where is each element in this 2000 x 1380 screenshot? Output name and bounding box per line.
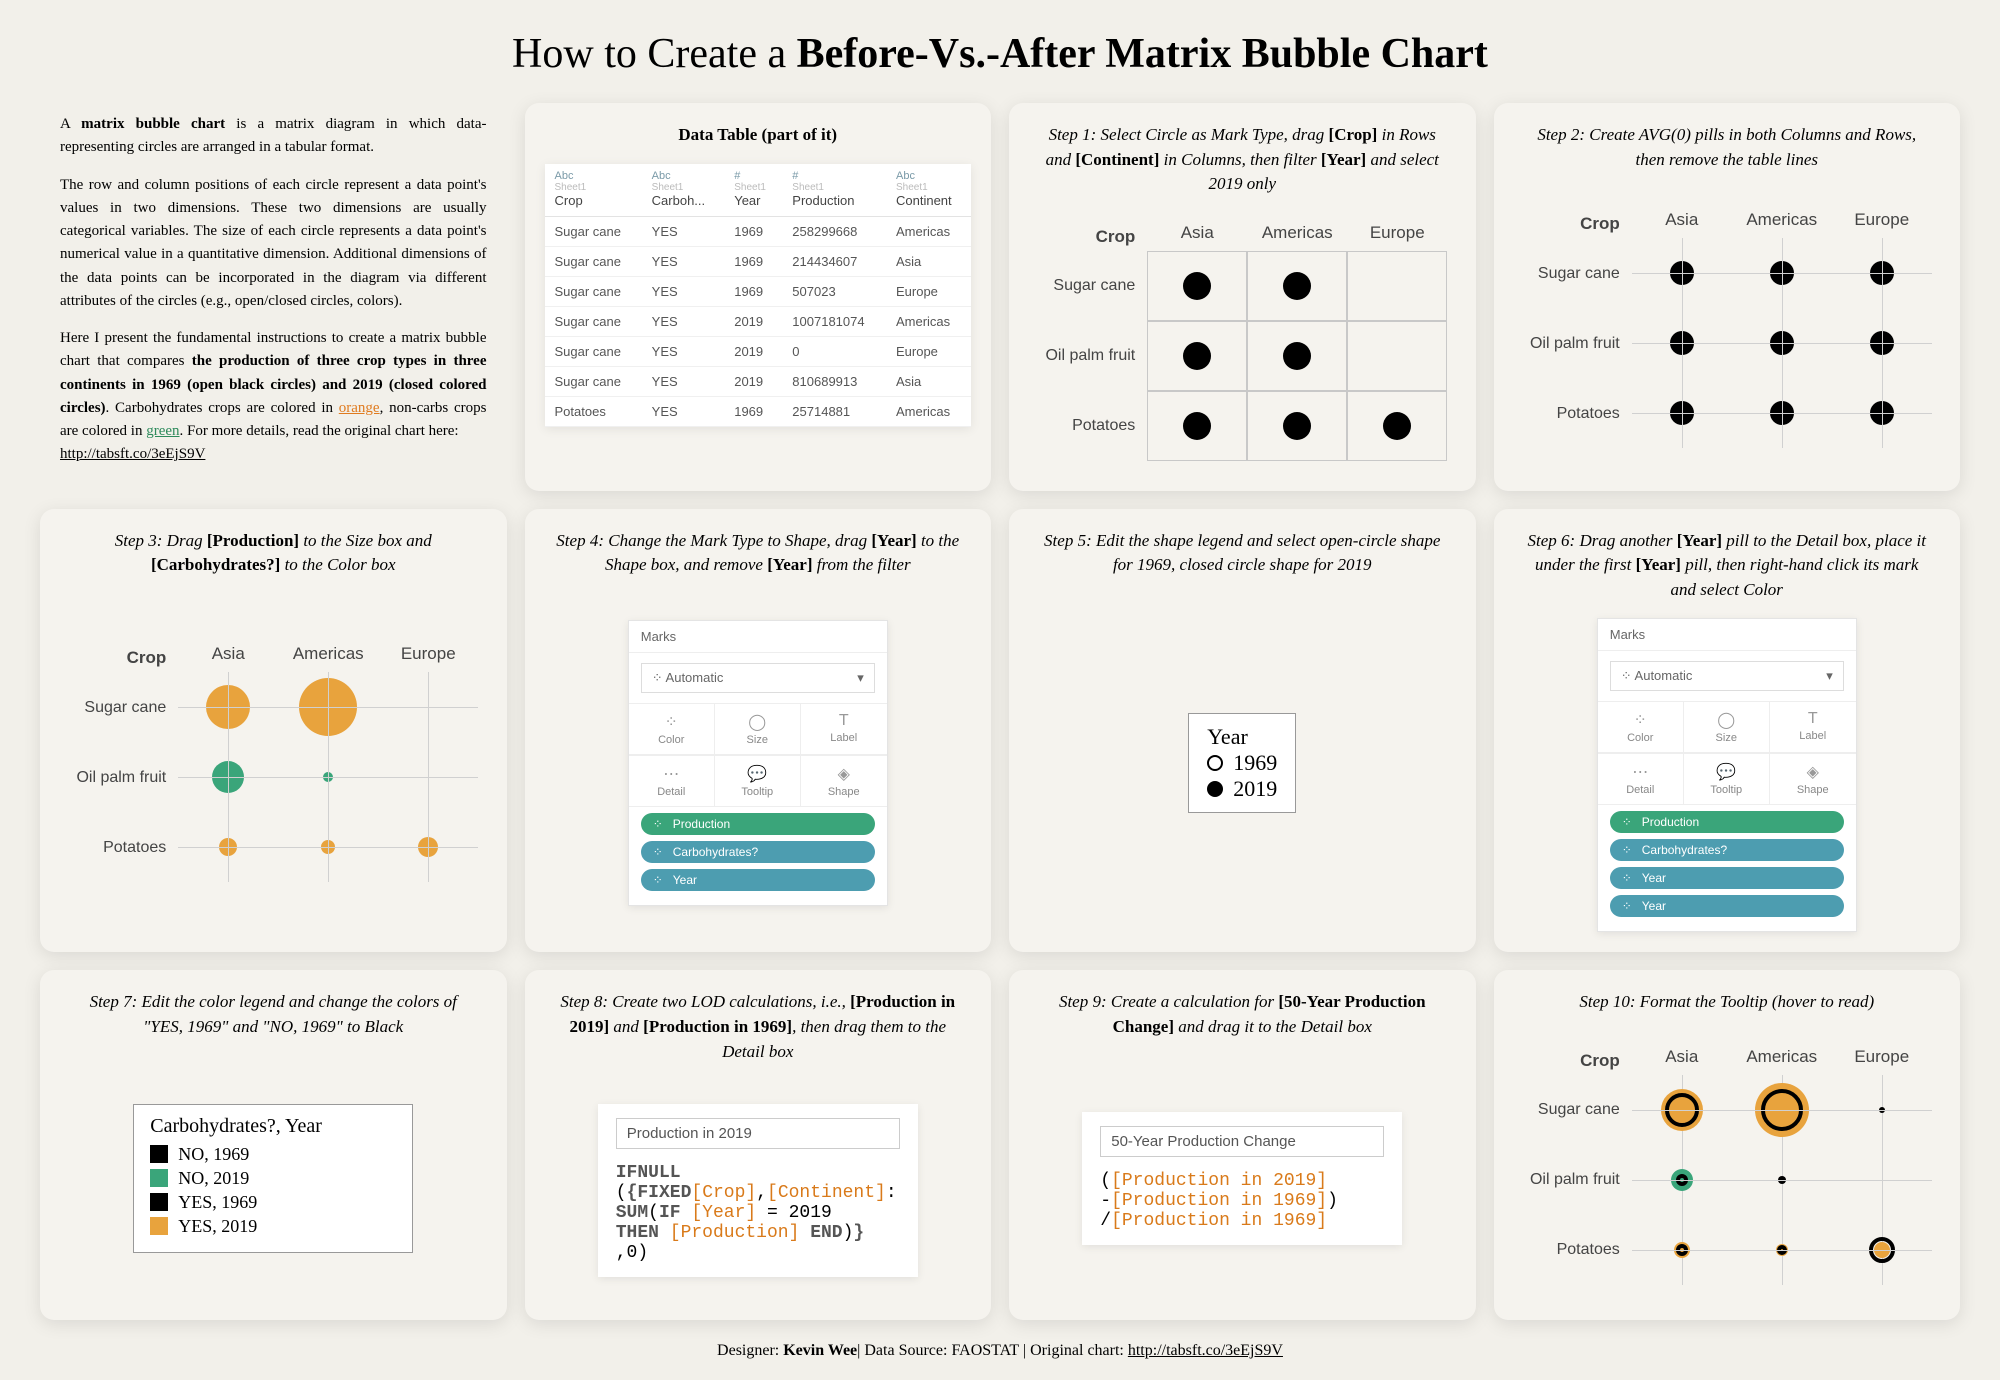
- step10-title: Step 10: Format the Tooltip (hover to re…: [1514, 990, 1941, 1015]
- footer: Designer: Kevin Wee| Data Source: FAOSTA…: [40, 1342, 1960, 1360]
- lod-calc: Production in 2019 IFNULL ({FIXED[Crop],…: [598, 1104, 918, 1277]
- step9-title: Step 9: Create a calculation for [50-Yea…: [1029, 990, 1456, 1039]
- step10-matrix: CropAsiaAmericasEuropeSugar caneOil palm…: [1522, 1047, 1932, 1285]
- step3-card: Step 3: Drag [Production] to the Size bo…: [40, 509, 507, 953]
- step1-title: Step 1: Select Circle as Mark Type, drag…: [1029, 123, 1456, 197]
- step5-card: Step 5: Edit the shape legend and select…: [1009, 509, 1476, 953]
- intro-link[interactable]: http://tabsft.co/3eEjS9V: [60, 446, 205, 462]
- open-circle-icon: [1207, 755, 1223, 771]
- step3-title: Step 3: Drag [Production] to the Size bo…: [60, 529, 487, 578]
- color-legend: Carbohydrates?, YearNO, 1969NO, 2019YES,…: [133, 1104, 413, 1253]
- step6-card: Step 6: Drag another [Year] pill to the …: [1494, 509, 1961, 953]
- marks-panel: Marks ⁘ Automatic▾ ⁘Color◯SizeTLabel ⋯De…: [628, 620, 888, 906]
- intro-p3: Here I present the fundamental instructi…: [60, 327, 487, 467]
- year-legend-2019: 2019: [1207, 776, 1277, 802]
- step2-card: Step 2: Create AVG(0) pills in both Colu…: [1494, 103, 1961, 491]
- page-title: How to Create a Before-Vs.-After Matrix …: [40, 30, 1960, 78]
- intro-card: A matrix bubble chart is a matrix diagra…: [40, 103, 507, 491]
- step4-card: Step 4: Change the Mark Type to Shape, d…: [525, 509, 992, 953]
- closed-circle-icon: [1207, 781, 1223, 797]
- year-legend-title: Year: [1207, 724, 1277, 750]
- title-bold: Before-Vs.-After Matrix Bubble Chart: [797, 31, 1488, 77]
- year-legend: Year 1969 2019: [1188, 713, 1296, 813]
- step2-matrix: CropAsiaAmericasEuropeSugar caneOil palm…: [1522, 210, 1932, 448]
- data-table-title: Data Table (part of it): [545, 123, 972, 148]
- step4-title: Step 4: Change the Mark Type to Shape, d…: [545, 529, 972, 578]
- intro-p1: A matrix bubble chart is a matrix diagra…: [60, 113, 487, 160]
- intro-p2: The row and column positions of each cir…: [60, 174, 487, 314]
- step6-title: Step 6: Drag another [Year] pill to the …: [1514, 529, 1941, 603]
- title-light: How to Create a: [512, 31, 797, 77]
- step2-title: Step 2: Create AVG(0) pills in both Colu…: [1514, 123, 1941, 172]
- step7-card: Step 7: Edit the color legend and change…: [40, 970, 507, 1320]
- data-table-card: Data Table (part of it) AbcSheet1CropAbc…: [525, 103, 992, 491]
- cards-grid: A matrix bubble chart is a matrix diagra…: [40, 103, 1960, 1320]
- data-table: AbcSheet1CropAbcSheet1Carboh...#Sheet1Ye…: [545, 164, 972, 427]
- step1-card: Step 1: Select Circle as Mark Type, drag…: [1009, 103, 1476, 491]
- step9-card: Step 9: Create a calculation for [50-Yea…: [1009, 970, 1476, 1320]
- footer-link[interactable]: http://tabsft.co/3eEjS9V: [1128, 1342, 1283, 1359]
- step8-card: Step 8: Create two LOD calculations, i.e…: [525, 970, 992, 1320]
- step7-title: Step 7: Edit the color legend and change…: [60, 990, 487, 1039]
- step10-card: Step 10: Format the Tooltip (hover to re…: [1494, 970, 1961, 1320]
- step1-matrix: CropAsiaAmericasEuropeSugar caneOil palm…: [1037, 223, 1447, 461]
- marks-panel: Marks ⁘ Automatic▾ ⁘Color◯SizeTLabel ⋯De…: [1597, 618, 1857, 932]
- lod-calc: 50-Year Production Change ([Production i…: [1082, 1112, 1402, 1245]
- step3-matrix: CropAsiaAmericasEuropeSugar caneOil palm…: [68, 644, 478, 882]
- step5-title: Step 5: Edit the shape legend and select…: [1029, 529, 1456, 578]
- year-legend-1969: 1969: [1207, 750, 1277, 776]
- step8-title: Step 8: Create two LOD calculations, i.e…: [545, 990, 972, 1064]
